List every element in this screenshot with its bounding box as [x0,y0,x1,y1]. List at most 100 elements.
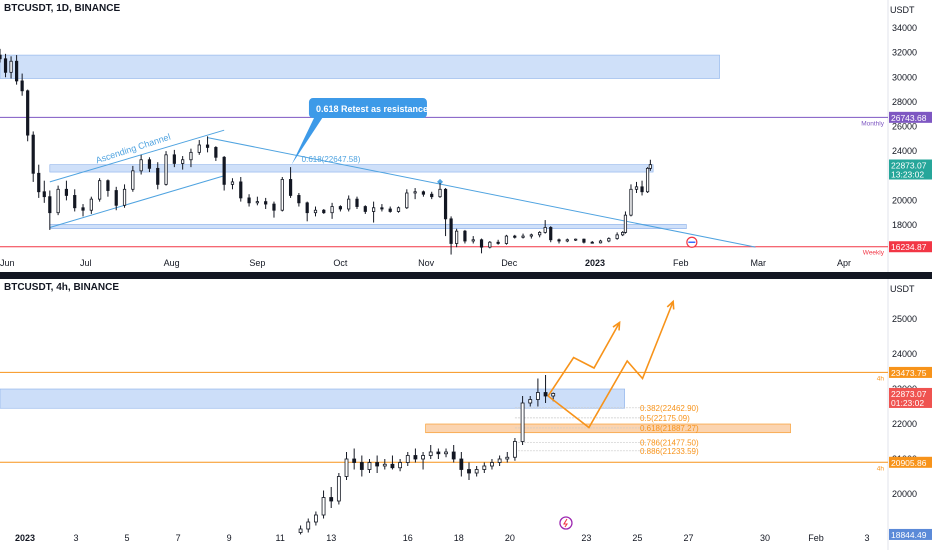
annotation-pointer [291,116,323,165]
x-tick-label: 13 [326,533,336,543]
trendline-channel-upper [49,129,225,183]
candle-body [147,159,152,169]
x-tick-label: 30 [760,533,770,543]
candle-body [330,206,334,214]
price-tag-current-h4: 22873.07 [891,389,927,399]
fib-label-0.786: 0.786(21477.50) [640,438,699,447]
y-tick-label: 30000 [892,72,917,82]
candle-body [565,239,569,242]
candle-body [459,458,464,470]
y-tick-label: 24000 [892,146,917,156]
candle-body [520,402,525,442]
candle-body [355,198,359,207]
candle-body [436,451,441,455]
x-tick-label: Jun [0,258,15,268]
candle-body [264,201,268,205]
candle-body [380,207,384,210]
ascending-channel-label: Ascending Channel [94,132,171,166]
price-tag-current-h4-bg [889,387,932,408]
candle-body [543,227,547,233]
candle-body [336,476,341,502]
candle-body [497,458,502,463]
candle-body [551,393,556,397]
price-tag-monthly: 26743.68 [891,113,927,123]
candle-body [538,231,542,236]
candle-body [574,238,578,241]
candle-body [156,167,160,185]
x-tick-label: 27 [683,533,693,543]
price-tag-current-daily-time: 13:23:02 [891,170,924,180]
x-tick-label: 2023 [15,533,35,543]
y-tick-label: 20000 [892,195,917,205]
zone-1 [0,54,720,79]
candle-body [255,201,259,204]
y-tick-label: 20000 [892,489,917,499]
candle-body [543,392,548,397]
daily-chart-pane[interactable]: 1800020000220002400026000280003000032000… [0,0,932,272]
candle-body [621,231,625,236]
candle-body [131,170,135,190]
daily-chart[interactable]: 1800020000220002400026000280003000032000… [0,0,932,272]
pane-divider[interactable] [0,272,932,279]
daily-currency-label: USDT [890,5,915,15]
candle-body [239,181,243,199]
daily-symbol-title: BTCUSDT, 1D, BINANCE [4,3,121,14]
x-tick-label: Feb [808,533,824,543]
y-tick-label: 28000 [892,97,917,107]
candle-body [648,164,652,169]
candle-body [615,234,619,239]
candle-body [222,156,226,185]
candle-body [449,218,453,244]
zone-blue [0,388,625,409]
price-tag-weekly-bg [889,241,932,253]
projection-b-arrowhead [666,299,675,310]
candle-body [352,458,357,463]
candle-body [363,206,367,212]
candle-body [73,195,77,209]
candle-body [390,463,395,469]
candle-body [413,455,418,460]
candle-body [438,188,442,198]
y-tick-label: 25000 [892,314,917,324]
candle-body [430,193,434,198]
x-tick-label: Apr [837,258,851,268]
candle-body [313,514,318,523]
candle-body [382,463,387,467]
candle-body [421,455,425,460]
x-tick-label: 7 [176,533,181,543]
zone-3 [49,224,687,229]
candle-body [443,188,448,220]
y-tick-label: 24000 [892,349,917,359]
candle-body [122,188,127,206]
candle-body [313,209,318,214]
candle-body [634,186,639,190]
candle-body [230,181,235,185]
candle-body [451,451,456,460]
x-tick-label: 23 [581,533,591,543]
fib-label-0.382: 0.382(22462.90) [640,404,699,413]
candle-body [42,191,46,198]
zone-2 [49,164,654,173]
candle-body [272,203,276,211]
candle-body [598,240,603,244]
candle-body [48,196,52,214]
candle-body [521,235,525,238]
projection-b [547,301,674,429]
candle-body [496,241,500,244]
candle-body [388,208,392,212]
h4-chart-pane[interactable]: 2000021000220002300024000250002023357911… [0,279,932,550]
candle-body [471,239,475,242]
candle-body [590,241,594,244]
candle-body [322,209,326,214]
h4-chart[interactable]: 2000021000220002300024000250002023357911… [0,279,932,550]
fib-label-0.886: 0.886(21233.59) [640,447,699,456]
candle-body [549,227,553,241]
fib-0618-label: 0.618(22647.58) [302,155,361,164]
candle-body [298,528,303,533]
candle-body [329,497,334,502]
x-tick-label: 18 [454,533,464,543]
candle-body [398,462,403,469]
y-tick-label: 34000 [892,23,917,33]
candle-body [582,238,586,243]
candle-body [37,172,41,193]
